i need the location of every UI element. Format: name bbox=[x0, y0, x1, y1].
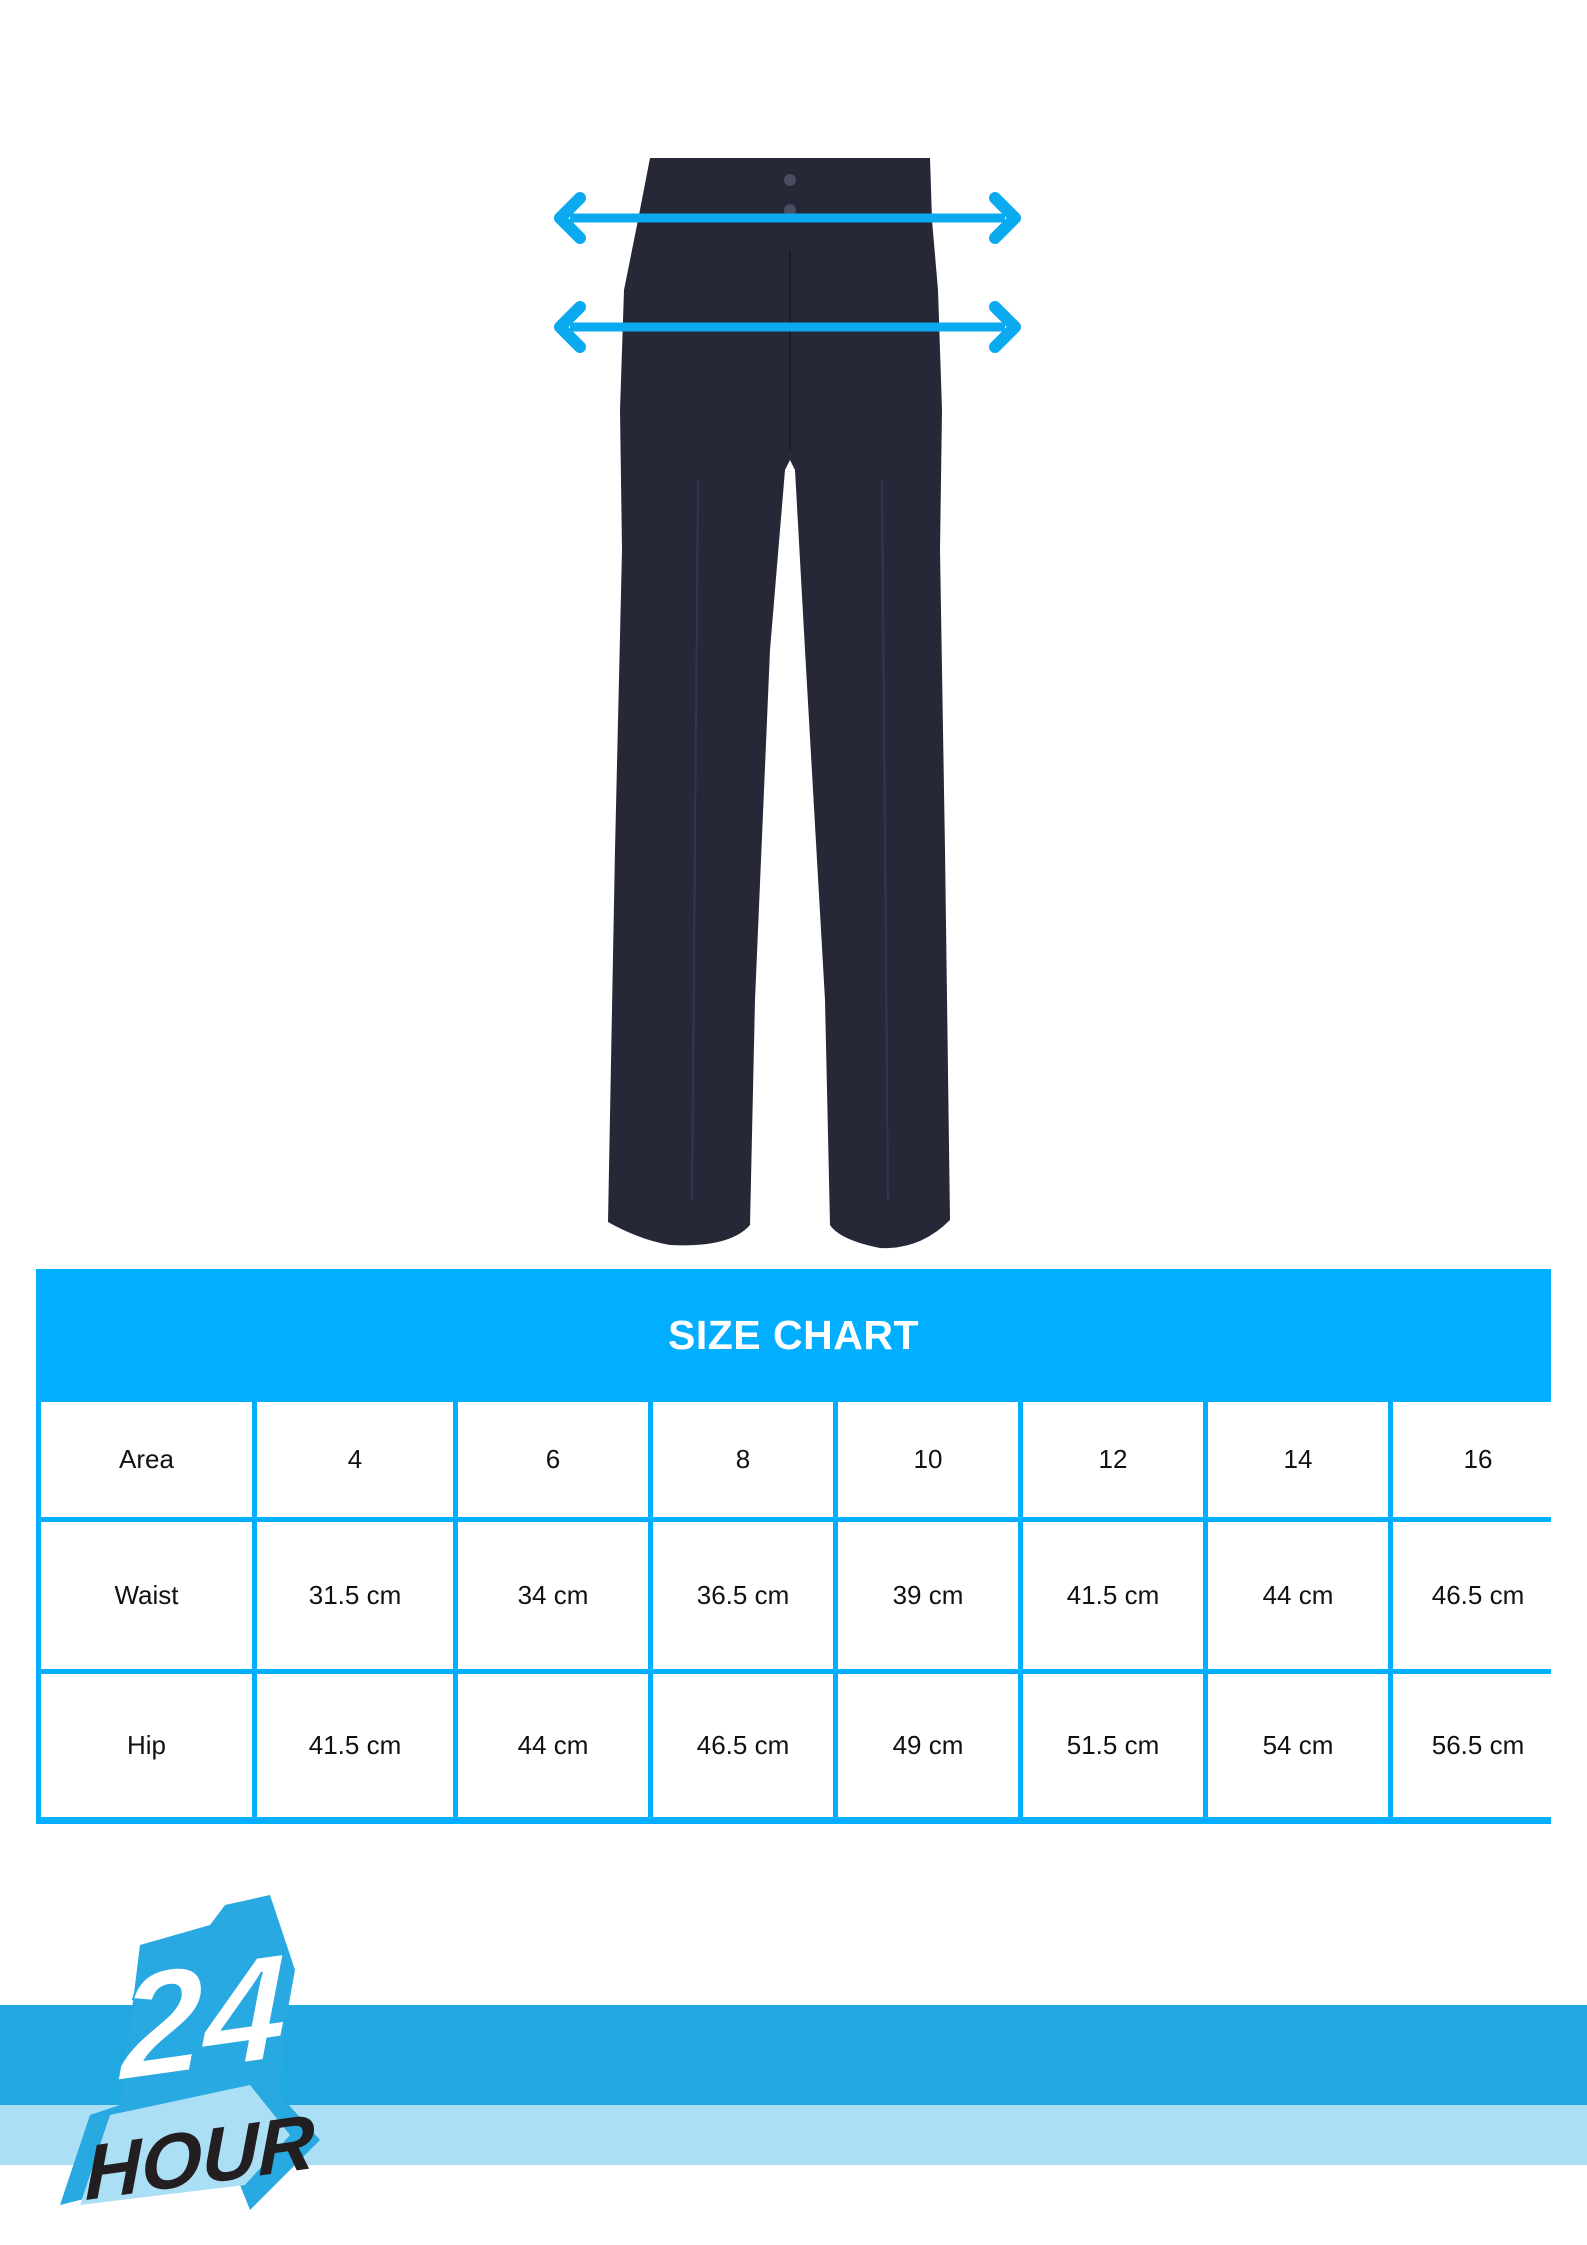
hip-cell: 49 cm bbox=[838, 1674, 1018, 1817]
trousers-illustration bbox=[608, 158, 950, 1249]
header-cell: 10 bbox=[838, 1402, 1018, 1517]
size-grid: Area 4 6 8 10 12 14 16 Waist 31.5 cm 34 … bbox=[41, 1402, 1563, 1819]
hip-arrow-icon bbox=[554, 301, 1021, 353]
24-hour-logo: 24 HOUR bbox=[60, 1895, 320, 2217]
header-cell: 16 bbox=[1393, 1402, 1563, 1517]
logo-24-text: 24 bbox=[117, 1921, 287, 2112]
header-cell: 14 bbox=[1208, 1402, 1388, 1517]
header-cell: 8 bbox=[653, 1402, 833, 1517]
waist-cell: 41.5 cm bbox=[1023, 1522, 1203, 1669]
hip-cell: 54 cm bbox=[1208, 1674, 1388, 1817]
hip-cell: 56.5 cm bbox=[1393, 1674, 1563, 1817]
waist-cell: 39 cm bbox=[838, 1522, 1018, 1669]
header-cell: 12 bbox=[1023, 1402, 1203, 1517]
hip-cell: 44 cm bbox=[458, 1674, 648, 1817]
header-cell: 4 bbox=[257, 1402, 453, 1517]
row-label-waist: Waist bbox=[41, 1522, 252, 1669]
hip-cell: 46.5 cm bbox=[653, 1674, 833, 1817]
hip-cell: 51.5 cm bbox=[1023, 1674, 1203, 1817]
waist-cell: 31.5 cm bbox=[257, 1522, 453, 1669]
size-chart-table: SIZE CHART Area 4 6 8 10 12 14 16 Waist … bbox=[36, 1269, 1563, 1824]
header-cell: 6 bbox=[458, 1402, 648, 1517]
waist-cell: 34 cm bbox=[458, 1522, 648, 1669]
waist-arrow-icon bbox=[554, 192, 1021, 244]
size-chart-title: SIZE CHART bbox=[668, 1312, 919, 1358]
product-image-trousers bbox=[554, 158, 1021, 1249]
waist-cell: 36.5 cm bbox=[653, 1522, 833, 1669]
row-label-hip: Hip bbox=[41, 1674, 252, 1817]
waist-cell: 44 cm bbox=[1208, 1522, 1388, 1669]
header-cell: Area bbox=[41, 1402, 252, 1517]
hip-cell: 41.5 cm bbox=[257, 1674, 453, 1817]
waist-cell: 46.5 cm bbox=[1393, 1522, 1563, 1669]
